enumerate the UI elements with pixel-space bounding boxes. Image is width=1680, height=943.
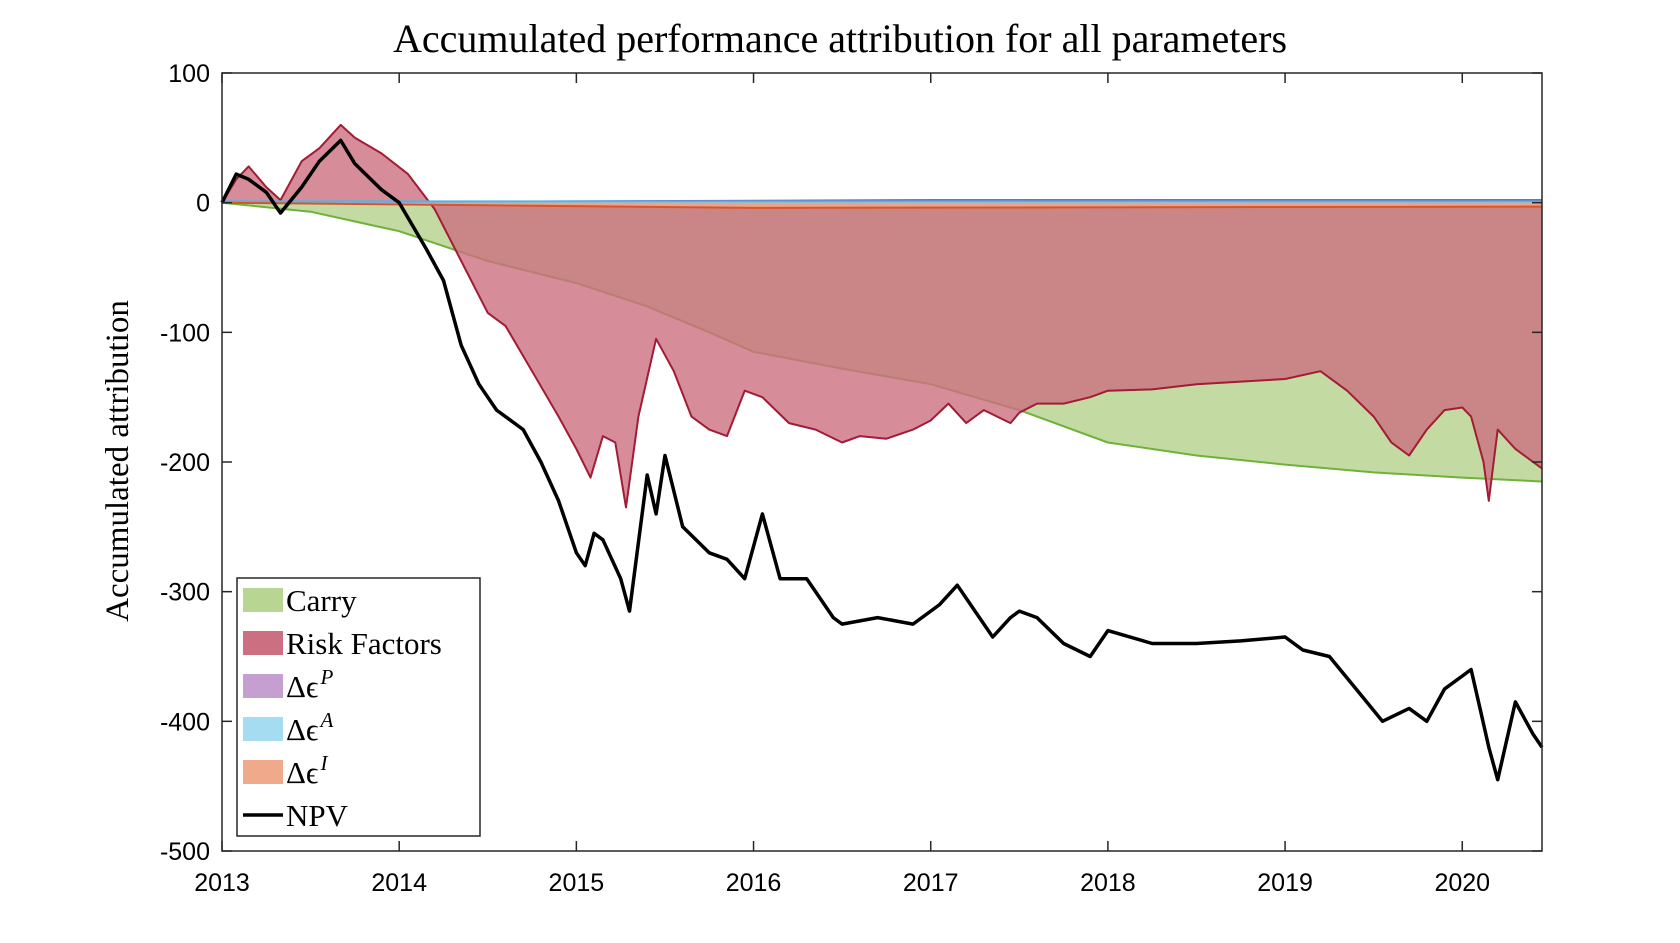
lines-layer: [220, 138, 1544, 782]
y-tick-label-0: 100: [168, 60, 210, 88]
y-tick-label-5: -400: [160, 708, 210, 736]
x-tick-label-4: 2017: [903, 869, 959, 897]
x-tick-label-5: 2018: [1080, 869, 1136, 897]
y-tick-label-2: -100: [160, 319, 210, 347]
legend-box: [236, 577, 481, 837]
legend-label-1: Risk Factors: [286, 626, 442, 661]
chart-title: Accumulated performance attribution for …: [393, 16, 1287, 61]
legend-sup-4: I: [319, 751, 328, 775]
x-tick-label-2: 2015: [549, 869, 605, 897]
legend-swatch-1: [243, 631, 283, 655]
y-tick-label-3: -200: [160, 449, 210, 477]
legend-swatch-3: [243, 717, 283, 741]
legend-sup-2: P: [319, 665, 333, 689]
y-tick-label-4: -300: [160, 579, 210, 607]
series-line-5: [220, 138, 1544, 782]
x-tick-label-0: 2013: [194, 869, 250, 897]
legend-label-0: Carry: [286, 583, 357, 618]
y-axis-label: Accumulated attribution: [100, 300, 136, 622]
ticks-layer: 2013 2014 2015 2016 2017 2018 2019 2020 100 0 -100…: [160, 60, 1542, 897]
legend-label-4: ΔϵI: [286, 751, 328, 790]
x-tick-label-7: 2020: [1434, 869, 1490, 897]
y-tick-label-6: -500: [160, 838, 210, 866]
legend-swatch-0: [243, 588, 283, 612]
x-tick-label-6: 2019: [1257, 869, 1313, 897]
series-area-1: [222, 124, 1542, 508]
y-tick-label-1: 0: [196, 190, 210, 218]
legend-swatch-2: [243, 674, 283, 698]
x-tick-label-1: 2014: [371, 869, 427, 897]
legend-swatch-4: [243, 760, 283, 784]
areas-layer: [221, 123, 1543, 509]
series-edge-1: [221, 123, 1543, 509]
legend-label-5: NPV: [286, 798, 349, 833]
x-tick-label-3: 2016: [726, 869, 782, 897]
legend-sup-3: A: [318, 708, 333, 732]
